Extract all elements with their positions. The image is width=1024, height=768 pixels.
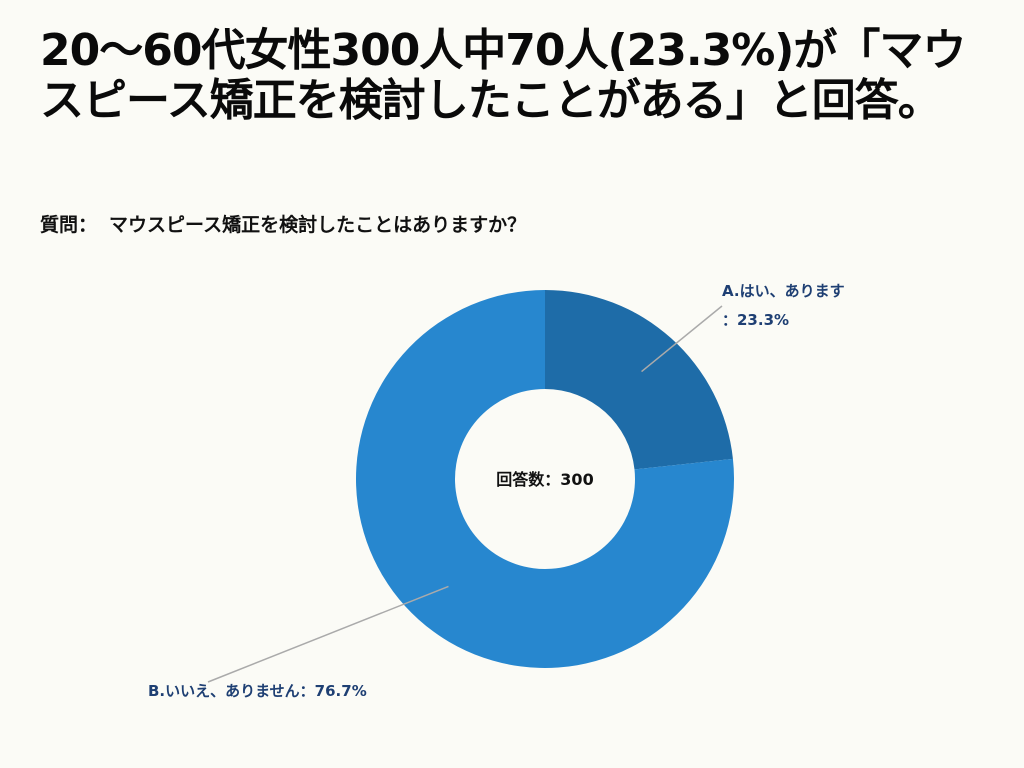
leader-line-no xyxy=(207,585,449,683)
donut-slices xyxy=(355,290,734,668)
slice-label-yes-percent: ：23.3% xyxy=(722,311,789,329)
pie-slice-no xyxy=(355,290,734,668)
leader-line-yes xyxy=(641,305,723,373)
pie-slice-yes xyxy=(545,290,733,470)
slice-label-no: B.いいえ、ありません：76.7% xyxy=(148,682,367,700)
center-label: 回答数：300 xyxy=(496,470,593,489)
question-text: 質問： マウスピース矯正を検討したことはありますか？ xyxy=(40,212,526,238)
page-title: 20〜60代女性300人中70人(23.3%)が「マウスピース矯正を検討したこと… xyxy=(40,25,966,126)
question-body: マウスピース矯正を検討したことはありますか？ xyxy=(109,214,527,236)
question-prefix: 質問： xyxy=(40,214,98,236)
slice-label-yes: A.はい、あります xyxy=(722,282,845,300)
leader-lines xyxy=(207,305,723,683)
slice-labels: A.はい、あります ：23.3% B.いいえ、ありません：76.7% xyxy=(148,282,845,700)
